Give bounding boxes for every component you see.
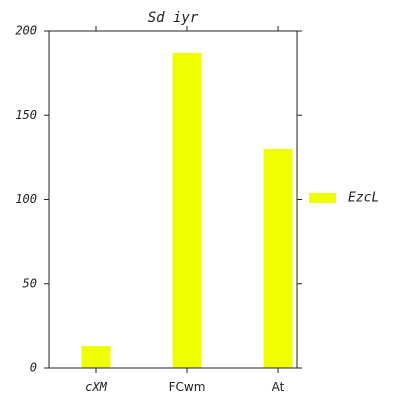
x-axis: cXM FCwm At: [85, 26, 285, 394]
y-tick-label: 200: [15, 24, 37, 38]
x-tick-label: At: [272, 380, 285, 394]
y-tick-label: 50: [23, 276, 37, 290]
legend-swatch: [309, 193, 336, 203]
y-tick-label: 100: [15, 192, 37, 206]
y-tick-label: 0: [30, 361, 37, 375]
x-tick-label: FCwm: [169, 380, 206, 394]
chart-title: Sd iyr: [148, 10, 199, 26]
bars-layer: [81, 52, 293, 368]
x-tick-label: cXM: [85, 380, 107, 394]
legend: EzcL: [309, 191, 379, 206]
bar-cXM: [81, 346, 111, 368]
y-axis: 0 50 100 150 200: [15, 24, 302, 375]
legend-label: EzcL: [348, 191, 379, 206]
bar-FCwm: [172, 52, 202, 368]
y-tick-label: 150: [15, 108, 37, 122]
bar-At: [263, 148, 293, 368]
